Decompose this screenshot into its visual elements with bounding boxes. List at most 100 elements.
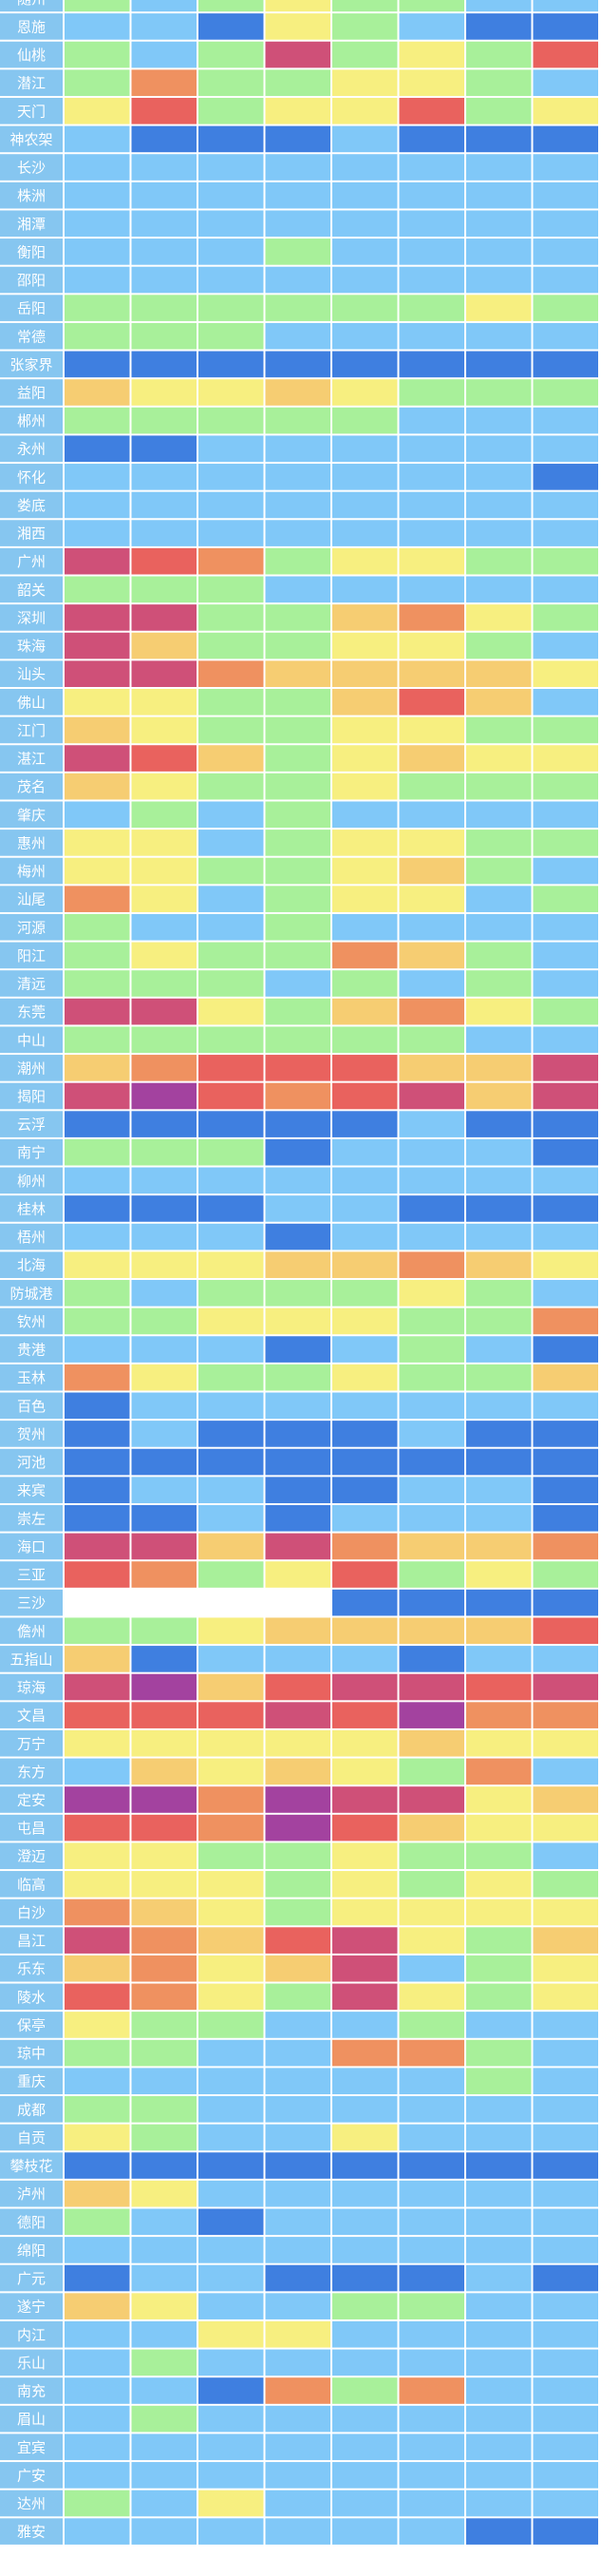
- heat-cell: [533, 1055, 598, 1081]
- heat-cell: [131, 2490, 197, 2517]
- heat-cell: [198, 1673, 264, 1701]
- heat-cell: [399, 1082, 464, 1110]
- heat-cell: [533, 886, 598, 912]
- heat-cell: [466, 266, 532, 294]
- heat-cell: [533, 1364, 598, 1391]
- heat-cell: [466, 2349, 532, 2376]
- heat-cell: [332, 576, 398, 603]
- heat-cell: [131, 1955, 197, 1982]
- heat-cell: [533, 322, 598, 350]
- row-label: 河源: [17, 919, 46, 936]
- heat-cell: [265, 1786, 330, 1813]
- heat-cell: [198, 2152, 264, 2179]
- heat-cell: [65, 942, 130, 969]
- row-label-bg: [0, 1280, 63, 1307]
- heat-cell: [198, 2096, 264, 2123]
- heat-cell: [533, 1842, 598, 1870]
- heat-cell: [131, 210, 197, 238]
- heat-cell: [399, 604, 464, 631]
- heat-cell: [131, 2518, 197, 2545]
- heat-cell: [65, 239, 130, 265]
- row-label-bg: [0, 2180, 63, 2207]
- heat-cell: [198, 1307, 264, 1335]
- heat-cell: [332, 0, 398, 12]
- heat-cell: [198, 97, 264, 124]
- heat-cell: [131, 181, 197, 209]
- row-label-bg: [0, 1617, 63, 1645]
- heat-cell: [466, 1617, 532, 1645]
- heat-cell: [332, 2039, 398, 2067]
- heat-cell: [466, 1251, 532, 1279]
- heat-cell: [131, 1842, 197, 1870]
- row-label: 万宁: [17, 1735, 46, 1752]
- heat-cell: [533, 210, 598, 238]
- heat-cell: [131, 970, 197, 997]
- heat-cell: [466, 632, 532, 659]
- heat-cell: [131, 576, 197, 603]
- heat-cell: [131, 2377, 197, 2404]
- heat-cell: [466, 942, 532, 969]
- heat-cell: [131, 266, 197, 294]
- row-label-bg: [0, 998, 63, 1025]
- heat-cell: [332, 1842, 398, 1870]
- heat-cell: [65, 1729, 130, 1757]
- heat-cell: [466, 716, 532, 744]
- heat-cell: [533, 1758, 598, 1785]
- heat-cell: [332, 942, 398, 969]
- heat-cell: [131, 520, 197, 546]
- heat-cell: [399, 998, 464, 1025]
- heat-cell: [533, 1955, 598, 1982]
- heat-cell: [65, 1392, 130, 1420]
- heat-cell: [332, 1589, 398, 1616]
- heat-cell: [332, 2320, 398, 2348]
- heat-cell: [65, 660, 130, 687]
- row-label-bg: [0, 745, 63, 772]
- row-label: 自贡: [17, 2129, 46, 2147]
- row-label-bg: [0, 716, 63, 744]
- row-label: 来宾: [17, 1482, 46, 1499]
- heat-cell: [131, 1336, 197, 1363]
- row-label: 重庆: [17, 2073, 46, 2090]
- row-label-bg: [0, 125, 63, 153]
- heat-cell: [198, 547, 264, 575]
- heat-cell: [466, 2264, 532, 2292]
- heat-cell: [265, 1055, 330, 1081]
- row-label: 仙桃: [17, 47, 46, 64]
- heat-cell: [198, 1646, 264, 1672]
- heat-cell: [65, 1307, 130, 1335]
- heat-cell: [399, 2320, 464, 2348]
- heat-cell: [332, 2349, 398, 2376]
- row-label: 文昌: [17, 1708, 46, 1725]
- heat-cell: [466, 604, 532, 631]
- heat-cell: [65, 1448, 130, 1476]
- heat-cell: [198, 660, 264, 687]
- heat-cell: [131, 660, 197, 687]
- row-label-bg: [0, 1082, 63, 1110]
- heat-cell: [332, 2068, 398, 2094]
- row-label-bg: [0, 1055, 63, 1081]
- heat-cell: [399, 1673, 464, 1701]
- heat-cell: [399, 1026, 464, 1054]
- heat-cell: [65, 2237, 130, 2263]
- row-label-bg: [0, 1251, 63, 1279]
- heat-cell: [198, 632, 264, 659]
- heat-cell: [265, 1617, 330, 1645]
- heat-cell: [65, 2208, 130, 2236]
- heat-cell: [131, 1758, 197, 1785]
- heat-cell: [265, 1280, 330, 1307]
- row-label-bg: [0, 210, 63, 238]
- heat-cell: [332, 745, 398, 772]
- row-label: 澄迈: [17, 1848, 46, 1865]
- heat-cell: [466, 1421, 532, 1447]
- heat-cell: [533, 2124, 598, 2151]
- heat-cell: [533, 2264, 598, 2292]
- heat-cell: [198, 41, 264, 68]
- row-label: 三沙: [17, 1594, 46, 1612]
- heat-cell: [265, 913, 330, 941]
- heat-cell: [533, 1533, 598, 1560]
- heat-cell: [533, 660, 598, 687]
- row-label: 张家界: [9, 356, 52, 373]
- row-label: 临高: [17, 1876, 46, 1893]
- heat-cell: [332, 1786, 398, 1813]
- heat-cell: [131, 2039, 197, 2067]
